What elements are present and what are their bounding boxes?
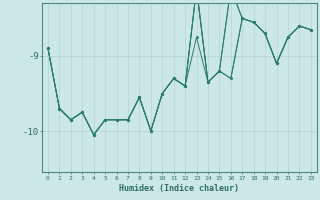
X-axis label: Humidex (Indice chaleur): Humidex (Indice chaleur) (119, 184, 239, 193)
